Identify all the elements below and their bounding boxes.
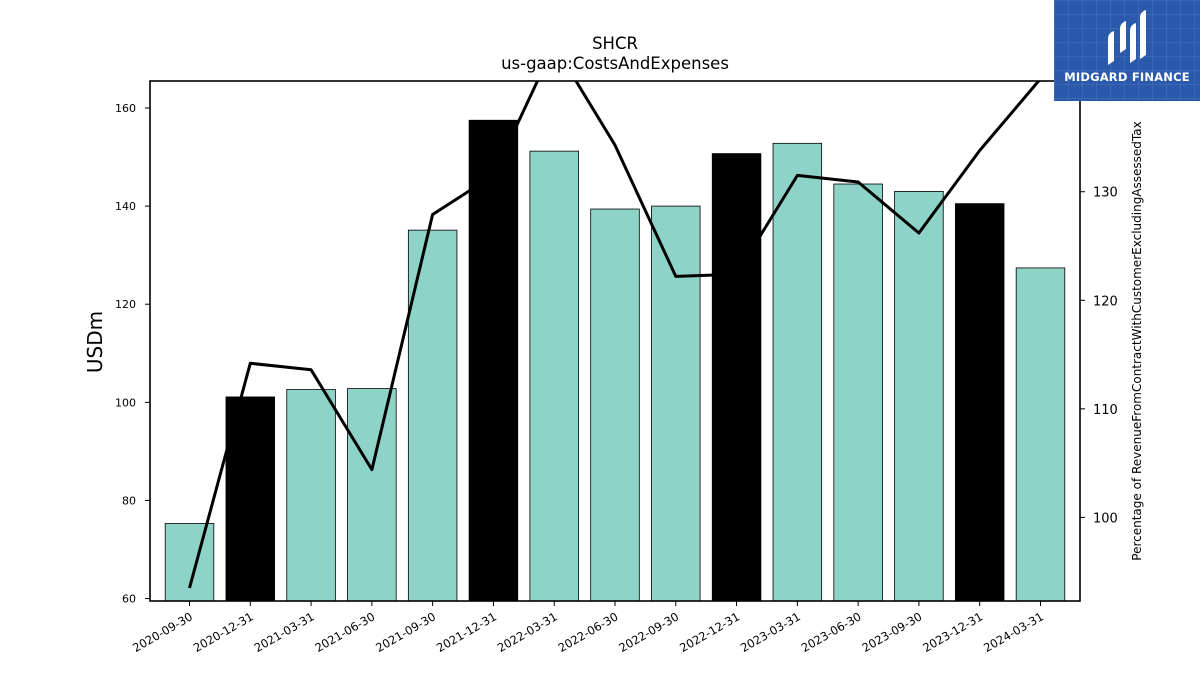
bar-2022-12-31 xyxy=(711,153,762,602)
bar-2023-06-30 xyxy=(833,183,883,602)
y-tick-label: 120 xyxy=(115,298,136,311)
bar-2023-03-31 xyxy=(772,142,823,602)
bar-2020-09-30 xyxy=(164,523,215,602)
bar-2022-03-31 xyxy=(529,150,579,602)
bar-2023-09-30 xyxy=(894,190,944,602)
logo-text: MIDGARD FINANCE xyxy=(1064,70,1190,84)
bar-2021-03-31 xyxy=(286,389,336,602)
y2-tick-label: 120 xyxy=(1093,294,1118,309)
y-tick-label: 140 xyxy=(115,200,136,213)
bar-2024-03-31 xyxy=(1015,267,1066,602)
logo-grid-pattern xyxy=(1054,0,1200,101)
y-axis-label: USDm xyxy=(83,311,107,373)
midgard-logo-icon xyxy=(1108,10,1146,65)
x-tick-label: 2020-12-31 xyxy=(191,609,256,655)
y2-axis-label: Percentage of RevenueFromContractWithCus… xyxy=(1130,121,1144,560)
x-tick-label: 2022-12-31 xyxy=(677,609,742,655)
chart-title: SHCR xyxy=(592,34,638,53)
x-tick-label: 2022-03-31 xyxy=(495,609,560,655)
chart-subtitle: us-gaap:CostsAndExpenses xyxy=(501,54,729,73)
bar-2021-12-31 xyxy=(468,119,519,602)
x-tick-label: 2021-03-31 xyxy=(252,609,317,655)
bar-2022-06-30 xyxy=(590,208,640,602)
bar-2020-12-31 xyxy=(225,396,276,602)
bar-2023-12-31 xyxy=(954,203,1005,602)
x-tick-label: 2021-12-31 xyxy=(434,609,499,655)
y-tick-label: 160 xyxy=(115,102,136,115)
y-tick-label: 60 xyxy=(122,593,136,606)
x-tick-label: 2024-03-31 xyxy=(981,609,1046,655)
x-tick-label: 2022-06-30 xyxy=(556,609,621,655)
y-tick-label: 100 xyxy=(115,396,136,409)
bar-2022-09-30 xyxy=(651,205,701,602)
x-tick-label: 2023-09-30 xyxy=(860,609,925,655)
bars-layer xyxy=(164,119,1066,602)
y2-tick-label: 130 xyxy=(1093,186,1118,201)
x-tick-label: 2023-06-30 xyxy=(799,609,864,655)
y2-tick-label: 100 xyxy=(1093,511,1118,526)
y2-tick-label: 110 xyxy=(1093,403,1118,418)
x-tick-label: 2023-03-31 xyxy=(738,609,803,655)
x-tick-label: 2022-09-30 xyxy=(616,609,681,655)
x-tick-label: 2021-06-30 xyxy=(312,609,377,655)
bar-2021-06-30 xyxy=(347,388,397,602)
bar-2021-09-30 xyxy=(407,229,458,602)
midgard-finance-logo: MIDGARD FINANCE xyxy=(1054,0,1200,101)
x-tick-label: 2023-12-31 xyxy=(920,609,985,655)
y-tick-label: 80 xyxy=(122,494,136,507)
line-series xyxy=(188,81,1041,589)
x-tick-label: 2020-09-30 xyxy=(130,609,195,655)
line-layer xyxy=(188,81,1041,589)
x-tick-label: 2021-09-30 xyxy=(373,609,438,655)
